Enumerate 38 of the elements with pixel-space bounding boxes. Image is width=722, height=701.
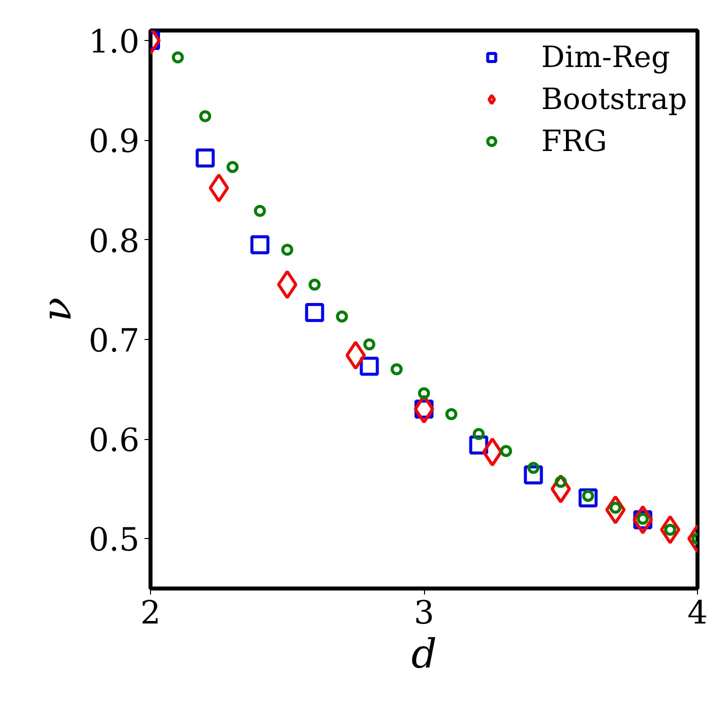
point [305, 302, 324, 322]
point [527, 462, 540, 474]
legend-label: Bootstrap [541, 82, 687, 116]
point [250, 235, 270, 254]
legend-label: Dim-Reg [541, 40, 670, 74]
x-axis-title: d [411, 632, 437, 678]
point [363, 338, 376, 350]
x-tick-label: 2 [140, 594, 161, 632]
point [500, 445, 512, 457]
point [226, 161, 239, 173]
point [336, 310, 348, 322]
point [172, 51, 184, 64]
point [199, 110, 212, 122]
point [472, 428, 485, 440]
point [208, 173, 230, 202]
point [578, 488, 598, 508]
point [482, 437, 503, 466]
x-tick-label: 3 [414, 594, 434, 632]
point [281, 244, 294, 256]
legend-label: FRG [541, 124, 608, 158]
y-axis-title: ν [34, 297, 81, 322]
y-tick-label: 0.6 [88, 421, 140, 460]
y-tick-label: 1.0 [88, 22, 140, 60]
y-tick-label: 0.5 [88, 520, 140, 559]
point [308, 278, 321, 291]
y-tick-label: 0.8 [88, 222, 140, 260]
point [554, 476, 567, 488]
point [254, 204, 266, 217]
point [445, 408, 458, 420]
point [418, 387, 430, 400]
point [345, 340, 366, 370]
y-tick-label: 0.7 [88, 321, 140, 360]
point [196, 148, 215, 168]
point [605, 495, 626, 524]
point [660, 515, 680, 544]
y-tick-label: 0.9 [88, 122, 140, 160]
point [390, 363, 403, 376]
x-tick-label: 4 [687, 594, 708, 632]
